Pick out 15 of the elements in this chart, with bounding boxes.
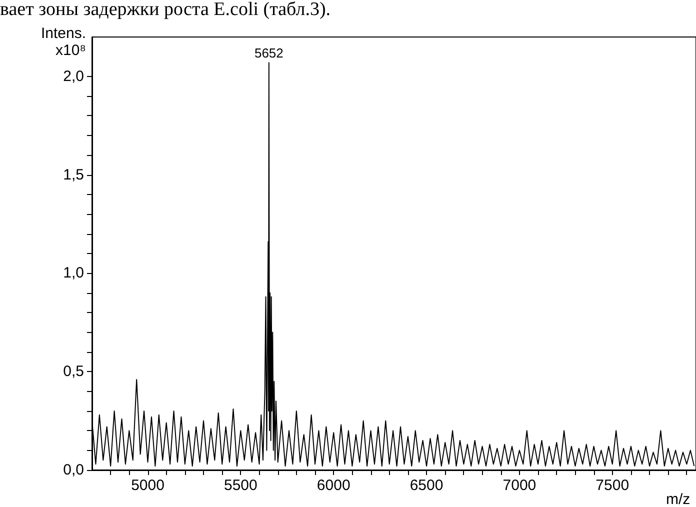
x-tick-label: 6000 [316,477,350,494]
x-tick-label: 5500 [224,477,258,494]
y-tick-label: 0,0 [63,462,84,478]
annotation: 5652 [254,46,284,61]
text: вает зоны задержки роста E.coli (табл.3). [0,0,331,20]
x-tick-label: 5000 [131,477,164,494]
y-tick-label: 0,5 [63,363,84,380]
y-tick-label: 2,0 [63,68,84,85]
y-axis-title: Intens. x10⁸ [40,25,86,59]
x-tick-label: 7500 [596,477,630,494]
y-tick-label: 1,0 [63,264,84,282]
x-tick-label: 7000 [502,477,536,494]
x-tick-label: 6500 [410,477,444,494]
x-axis-title: m/z [666,491,690,507]
y-tick-label: 1,5 [63,166,84,184]
